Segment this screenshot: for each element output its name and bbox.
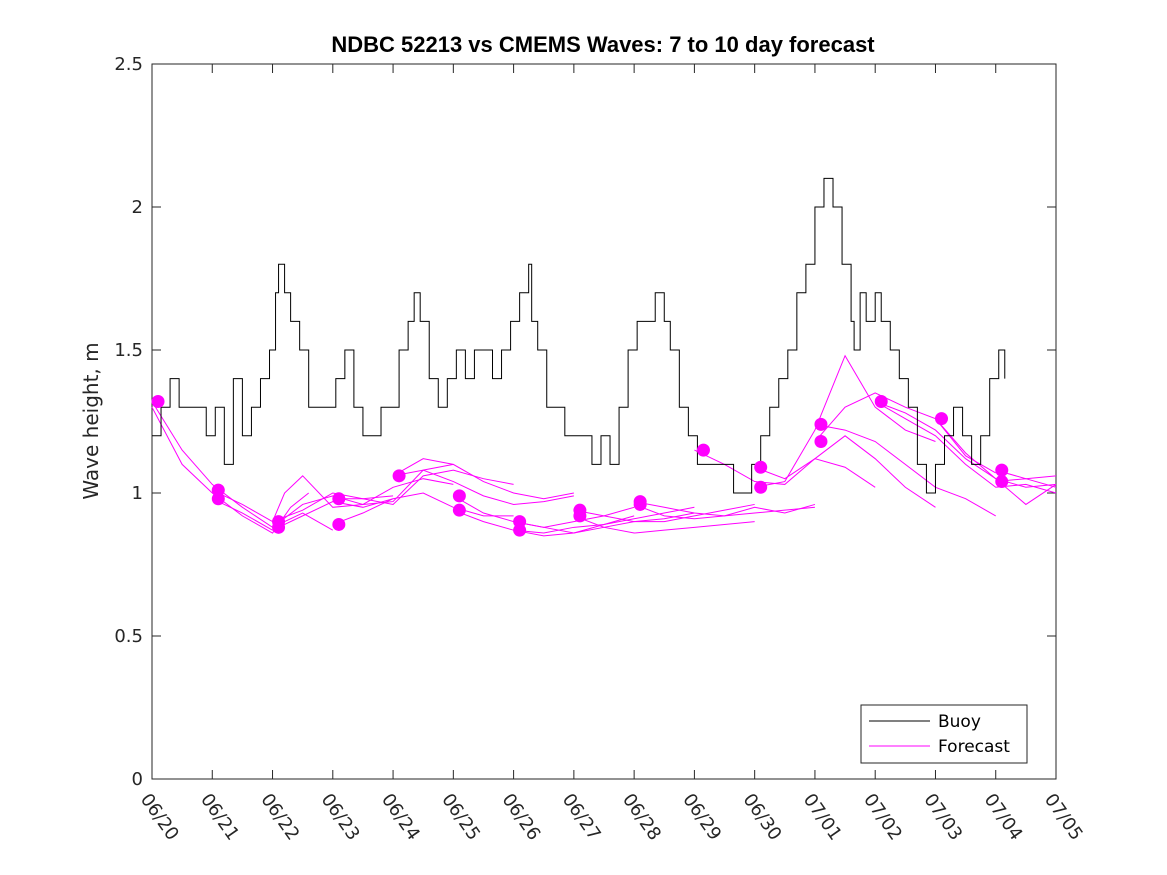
forecast-marker: [332, 492, 346, 506]
x-tick-label: 06/28: [618, 790, 665, 845]
chart-title: NDBC 52213 vs CMEMS Waves: 7 to 10 day f…: [331, 32, 875, 57]
forecast-line: [151, 401, 334, 531]
y-axis: 0 0.5 1 1.5 2 2.5: [114, 54, 1056, 790]
legend-label-buoy: Buoy: [938, 712, 981, 732]
forecast-line: [392, 458, 574, 500]
y-tick-label: 1.5: [114, 340, 143, 361]
y-tick-label: 0: [132, 769, 143, 790]
forecast-marker: [573, 509, 587, 523]
forecast-marker: [814, 417, 828, 431]
forecast-marker: [874, 394, 888, 408]
forecast-marker: [151, 394, 165, 408]
forecast-marker: [754, 480, 768, 494]
forecast-line: [332, 492, 514, 525]
forecast-marker: [452, 503, 466, 517]
x-tick-label: 06/30: [739, 790, 786, 845]
forecast-marker: [696, 443, 710, 457]
forecast-line: [814, 423, 996, 517]
forecast-series: [151, 354, 1057, 537]
buoy-series: [152, 177, 1006, 494]
legend-box: [860, 704, 1028, 764]
y-tick-label: 2.5: [114, 54, 143, 75]
y-tick-label: 2: [132, 197, 143, 218]
forecast-line: [573, 515, 755, 534]
forecast-line: [212, 498, 394, 531]
forecast-line: [874, 401, 1057, 494]
forecast-line: [151, 406, 310, 534]
forecast-marker: [995, 475, 1009, 489]
forecast-marker: [392, 469, 406, 483]
forecast-marker: [814, 435, 828, 449]
buoy-line: [152, 177, 1006, 494]
forecast-line: [935, 418, 1057, 506]
forecast-line: [814, 392, 996, 474]
forecast-marker: [754, 460, 768, 474]
x-tick-label: 07/03: [919, 790, 966, 845]
x-tick-label: 06/29: [678, 790, 725, 845]
forecast-line: [332, 469, 514, 505]
x-tick-label: 06/22: [256, 790, 303, 845]
forecast-line: [754, 435, 936, 508]
forecast-marker: [332, 517, 346, 531]
forecast-line: [875, 401, 1057, 488]
x-tick-label: 06/20: [136, 790, 183, 845]
forecast-line: [633, 503, 815, 520]
forecast-line: [573, 503, 755, 523]
y-axis-label: Wave height, m: [79, 342, 103, 499]
forecast-line: [754, 354, 936, 488]
y-tick-label: 1: [132, 483, 143, 504]
x-tick-label: 06/21: [196, 790, 243, 845]
x-tick-label: 06/23: [317, 790, 364, 845]
forecast-marker: [272, 520, 286, 534]
x-tick-label: 06/27: [558, 790, 605, 845]
x-tick-label: 07/02: [859, 790, 906, 845]
forecast-line: [272, 478, 454, 528]
x-tick-label: 06/25: [437, 790, 484, 845]
forecast-line: [392, 469, 574, 505]
x-tick-label: 06/24: [377, 790, 424, 845]
plot-area: [151, 63, 1057, 780]
legend: Buoy Forecast: [860, 704, 1028, 764]
legend-label-forecast: Forecast: [938, 737, 1010, 757]
forecast-marker: [633, 497, 647, 511]
forecast-line: [513, 506, 695, 537]
forecast-marker: [211, 492, 225, 506]
forecast-marker: [452, 489, 466, 503]
forecast-line: [272, 463, 454, 522]
x-tick-label: 07/01: [799, 790, 846, 845]
x-tick-label: 07/04: [980, 790, 1027, 845]
x-tick-label: 07/05: [1040, 790, 1087, 845]
x-tick-label: 06/26: [498, 790, 545, 845]
forecast-marker: [513, 523, 527, 537]
forecast-marker: [934, 412, 948, 426]
forecast-marker: [995, 463, 1009, 477]
y-tick-label: 0.5: [114, 626, 143, 647]
forecast-markers: [151, 394, 1009, 537]
